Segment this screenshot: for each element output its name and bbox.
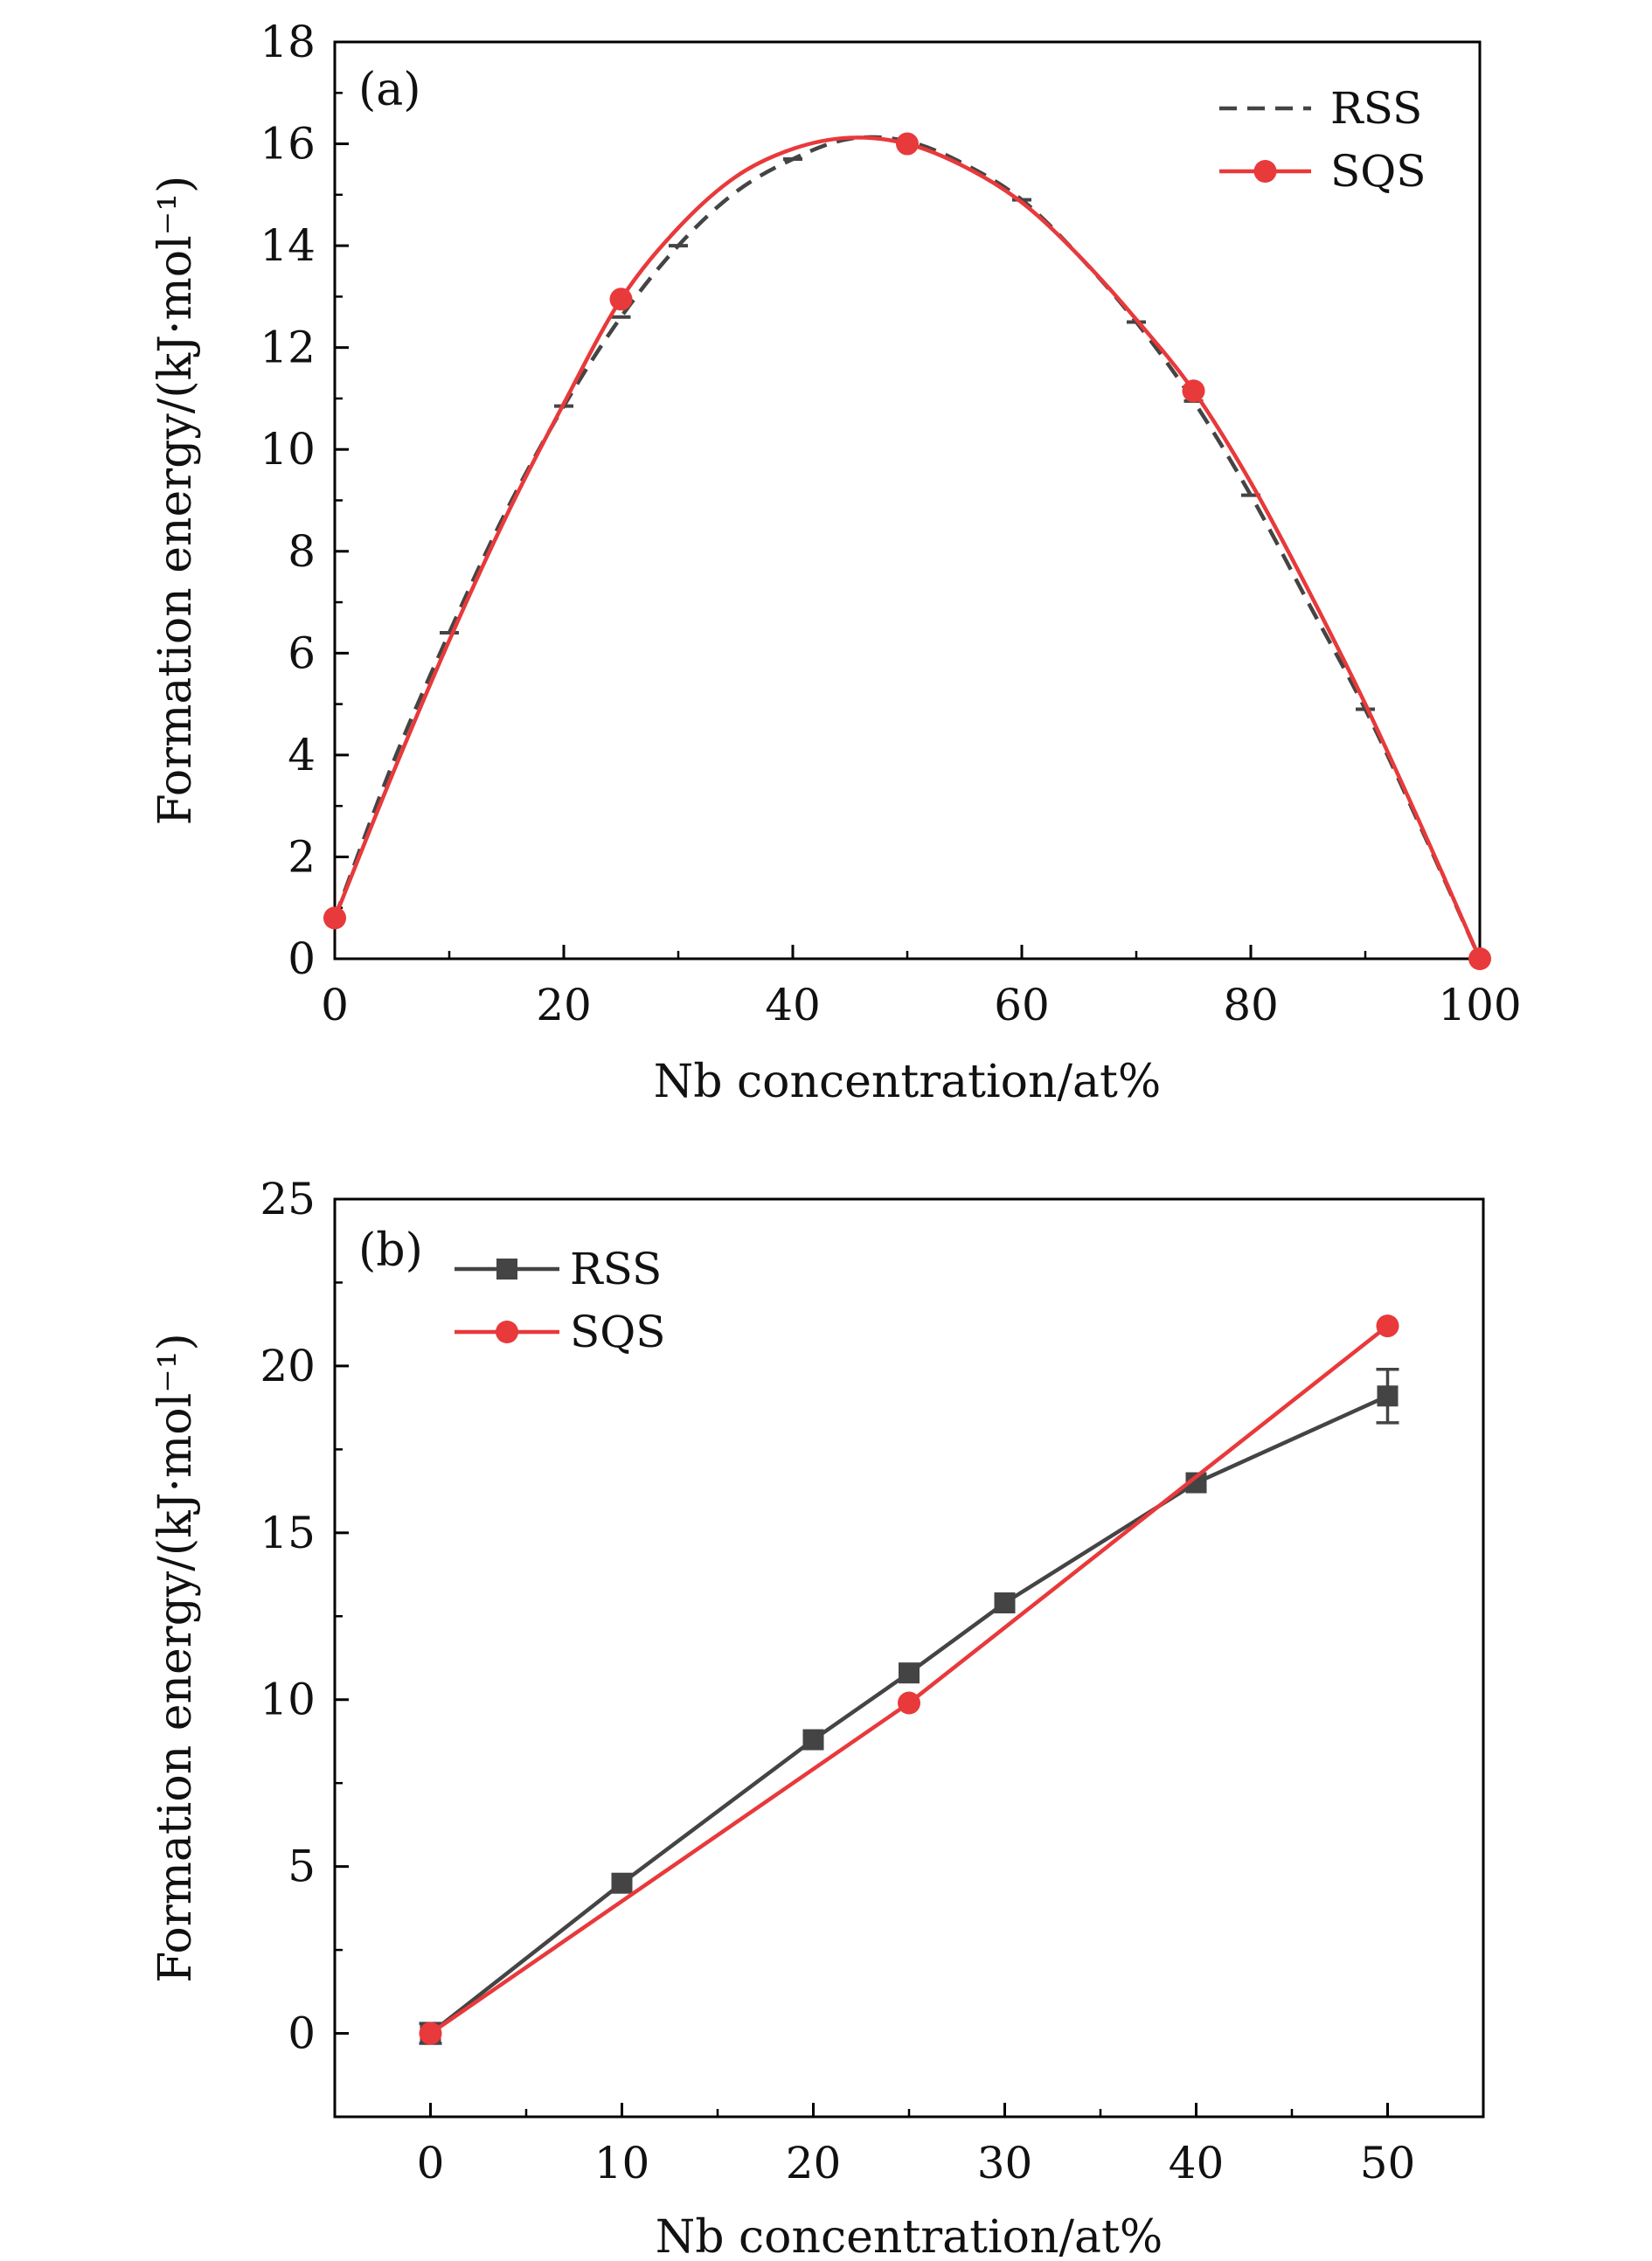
data-point-marker <box>1182 379 1205 403</box>
y-tick-label: 10 <box>260 424 316 475</box>
series-sqs <box>419 1314 1399 2045</box>
x-tick-label: 50 <box>1360 2138 1416 2188</box>
legend-entry: RSS <box>1219 83 1422 134</box>
data-point-marker <box>419 2022 442 2045</box>
legend-entry: SQS <box>455 1307 666 1357</box>
legend-entry: RSS <box>455 1244 662 1294</box>
y-tick-label: 14 <box>260 220 316 271</box>
y-tick-label: 4 <box>288 730 316 780</box>
legend-marker <box>496 1259 517 1280</box>
data-point-marker <box>994 1592 1016 1613</box>
y-tick-label: 20 <box>260 1341 316 1391</box>
y-tick-label: 18 <box>260 17 316 67</box>
data-point-marker <box>899 1662 920 1684</box>
data-point-marker <box>1376 1314 1399 1338</box>
series-rss <box>325 135 1489 961</box>
y-tick-label: 8 <box>288 526 316 577</box>
data-point-marker <box>323 906 346 930</box>
data-point-marker <box>1468 947 1491 970</box>
series-line <box>429 1394 1389 2036</box>
legend-label: SQS <box>1330 146 1426 197</box>
x-tick-label: 20 <box>786 2138 842 2188</box>
plot-frame <box>333 40 1482 961</box>
x-tick-label: 80 <box>1223 980 1279 1030</box>
y-tick-label: 6 <box>288 628 316 678</box>
x-tick-label: 10 <box>594 2138 650 2188</box>
y-tick-label: 2 <box>288 831 316 882</box>
series-line <box>332 135 1482 960</box>
y-tick-label: 25 <box>260 1174 316 1224</box>
data-point-marker <box>802 1729 824 1751</box>
panel-label: (a) <box>358 64 421 116</box>
x-tick-label: 0 <box>417 2138 445 2188</box>
legend-marker <box>1253 160 1277 183</box>
x-axis-label: Nb concentration/at% <box>654 1056 1162 1108</box>
x-axis-label: Nb concentration/at% <box>656 2211 1163 2261</box>
legend-entry: SQS <box>1219 146 1426 197</box>
y-tick-label: 15 <box>260 1508 316 1558</box>
y-tick-label: 16 <box>260 119 316 170</box>
data-point-marker <box>898 1691 920 1715</box>
legend-label: SQS <box>570 1307 666 1357</box>
data-point-marker <box>611 1872 633 1894</box>
data-point-marker <box>609 288 633 311</box>
legend-label: RSS <box>1330 83 1422 134</box>
series-sqs <box>323 132 1491 970</box>
x-tick-label: 20 <box>536 980 592 1030</box>
y-tick-label: 12 <box>260 323 316 373</box>
chart-panel-a: 0 20 40 60 80 100 0 2 4 6 8 10 12 14 16 18 Nb concentrat… <box>149 17 1522 1108</box>
panel-label: (b) <box>358 1224 423 1277</box>
y-axis-label: Formation energy/(kJ·mol⁻¹) <box>149 1333 202 1983</box>
y-tick-label: 10 <box>260 1675 316 1725</box>
x-tick-label: 40 <box>1169 2138 1225 2188</box>
series-line <box>332 135 1482 960</box>
data-point-marker <box>896 132 919 156</box>
x-tick-label: 60 <box>994 980 1050 1030</box>
x-tick-label: 40 <box>765 980 821 1030</box>
y-tick-label: 0 <box>288 2008 316 2059</box>
x-tick-label: 30 <box>977 2138 1033 2188</box>
y-tick-label: 0 <box>288 933 316 984</box>
y-tick-label: 5 <box>288 1841 316 1892</box>
y-axis-label: Formation energy/(kJ·mol⁻¹) <box>149 176 202 826</box>
x-tick-label: 0 <box>321 980 349 1030</box>
legend-label: RSS <box>570 1244 662 1294</box>
x-tick-label: 100 <box>1438 980 1521 1030</box>
legend-marker <box>496 1321 518 1343</box>
chart-panel-b: 0 10 20 30 40 50 0 5 10 15 20 25 Nb concentration/at… <box>149 1174 1485 2261</box>
